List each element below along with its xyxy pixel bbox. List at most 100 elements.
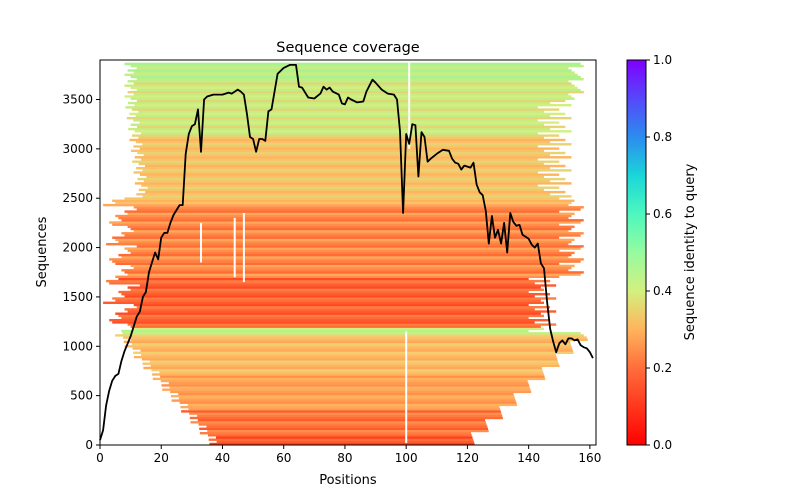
msa-row — [161, 384, 530, 387]
msa-row — [112, 321, 535, 324]
msa-row — [134, 156, 572, 159]
msa-row — [130, 325, 541, 328]
msa-row — [133, 266, 572, 270]
msa-row — [139, 147, 560, 150]
msa-row — [133, 230, 569, 233]
msa-row — [129, 112, 566, 116]
msa-row — [131, 108, 560, 111]
msa-row — [121, 232, 584, 235]
msa-row — [124, 73, 578, 76]
msa-row — [133, 93, 569, 96]
msa-row — [130, 227, 572, 231]
gap-column — [242, 213, 245, 283]
msa-row — [124, 247, 581, 250]
msa-row — [115, 312, 541, 315]
msa-row — [118, 240, 572, 244]
msa-row — [130, 64, 584, 68]
msa-row — [128, 101, 551, 105]
colorbar-tick-label: 0.0 — [653, 438, 672, 452]
coverage-line — [99, 64, 594, 441]
msa-row — [142, 362, 559, 365]
msa-row — [128, 127, 551, 131]
msa-row — [130, 75, 581, 79]
x-tick-label: 100 — [395, 451, 418, 465]
colorbar-axis: 0.0 0.2 0.4 0.6 0.8 1.0 — [646, 53, 672, 452]
msa-row — [147, 186, 560, 189]
msa-row — [124, 210, 560, 213]
msa-row — [133, 71, 575, 74]
msa-row — [146, 175, 544, 179]
msa-row — [118, 253, 572, 257]
msa-row — [130, 123, 544, 126]
msa-row — [115, 334, 584, 337]
msa-row — [131, 342, 571, 346]
msa-row — [115, 262, 560, 265]
msa-row — [137, 151, 566, 155]
msa-row — [198, 423, 487, 426]
msa-row — [123, 336, 587, 339]
msa-row — [121, 256, 569, 259]
msa-row — [124, 271, 584, 274]
msa-row — [169, 386, 530, 389]
msa-row — [133, 351, 574, 354]
msa-row — [197, 418, 486, 422]
msa-row — [179, 401, 517, 404]
msa-row — [132, 347, 573, 350]
msa-row — [187, 403, 518, 407]
msa-row — [145, 164, 566, 168]
msa-row — [112, 223, 560, 226]
msa-row — [137, 177, 566, 181]
y-tick-label: 500 — [70, 389, 93, 403]
msa-row — [118, 277, 529, 281]
msa-row — [216, 436, 473, 439]
msa-row — [109, 319, 551, 322]
msa-row — [130, 288, 544, 291]
x-tick-label: 20 — [154, 451, 169, 465]
msa-row — [112, 236, 560, 239]
msa-row — [121, 269, 569, 272]
gap-column — [233, 217, 236, 278]
msa-row — [115, 201, 572, 205]
msa-row — [133, 82, 572, 85]
msa-row — [136, 245, 584, 248]
msa-row — [178, 397, 515, 400]
msa-row — [127, 249, 560, 252]
msa-row — [141, 358, 558, 361]
plot-frame — [99, 59, 597, 446]
msa-row — [189, 412, 502, 415]
y-axis: 0 500 1000 1500 2000 2500 3000 3500 — [62, 92, 100, 452]
msa-row — [141, 132, 538, 135]
msa-row — [109, 282, 535, 285]
colorbar-tick-label: 0.4 — [653, 284, 672, 298]
msa-row — [112, 199, 575, 202]
msa-row — [180, 405, 500, 409]
msa-row — [207, 434, 472, 437]
colorbar-tick-label: 0.2 — [653, 361, 672, 375]
msa-row — [121, 316, 529, 320]
msa-row — [139, 121, 560, 124]
gap-column — [408, 62, 411, 149]
msa-row — [199, 432, 471, 435]
msa-row — [181, 410, 501, 413]
msa-row — [171, 399, 516, 402]
msa-row — [136, 88, 581, 92]
msa-row — [160, 375, 545, 378]
chart-title: Sequence coverage — [276, 40, 420, 56]
msa-row — [121, 329, 529, 333]
msa-row — [208, 438, 474, 441]
msa-row — [190, 421, 486, 424]
msa-row — [133, 119, 538, 122]
msa-row — [138, 136, 544, 139]
msa-row — [124, 295, 535, 298]
msa-row — [124, 95, 572, 98]
msa-row — [133, 303, 529, 307]
colorbar-tick-label: 1.0 — [653, 53, 672, 67]
colorbar — [627, 60, 646, 445]
y-axis-label: Sequences — [35, 216, 50, 287]
msa-row — [130, 86, 578, 89]
msa-row — [136, 99, 566, 103]
msa-row — [127, 69, 572, 72]
coverage-heatmap — [103, 62, 588, 445]
msa-row — [143, 180, 551, 183]
